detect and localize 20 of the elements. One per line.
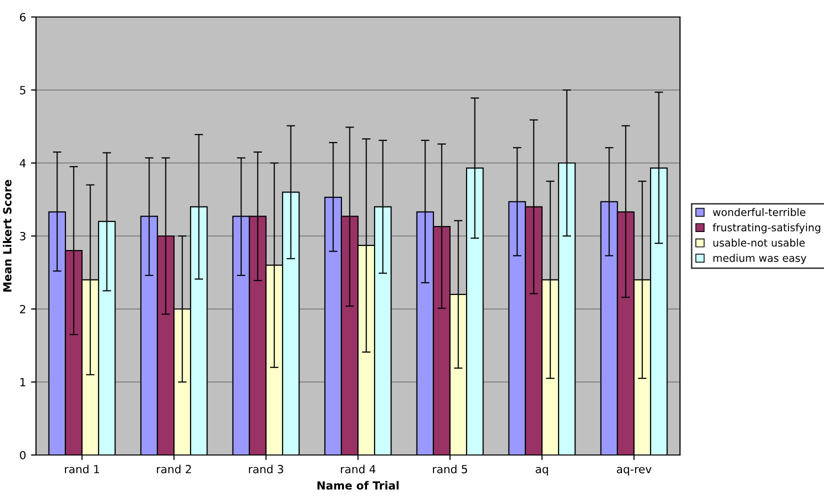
x-tick-label: rand 2 [156, 464, 191, 474]
legend-label: usable-not usable [713, 238, 805, 247]
legend-label: wonderful-terrible [712, 208, 806, 216]
y-tick-label: 5 [20, 86, 26, 94]
x-tick-label: rand 3 [248, 464, 284, 474]
y-tick-label: 0 [20, 450, 26, 460]
x-tick-label: rand 1 [64, 464, 100, 474]
x-tick-label: rand 5 [432, 464, 468, 474]
y-tick-label: 2 [20, 304, 26, 314]
x-tick-label: rand 4 [340, 464, 376, 474]
y-tick-label: 1 [20, 378, 26, 386]
y-axis-title: Mean Likert Score [2, 180, 12, 292]
y-tick-label: 4 [20, 159, 26, 168]
y-tick-label: 6 [20, 12, 26, 22]
x-axis-title: Name of Trial [317, 481, 399, 490]
legend-label: frustrating-satisfying [712, 223, 820, 234]
y-tick-label: 3 [20, 232, 26, 240]
legend-label: medium was easy [713, 254, 806, 264]
x-tick-label: aq [536, 466, 548, 476]
x-tick-label: aq-rev [616, 466, 652, 476]
